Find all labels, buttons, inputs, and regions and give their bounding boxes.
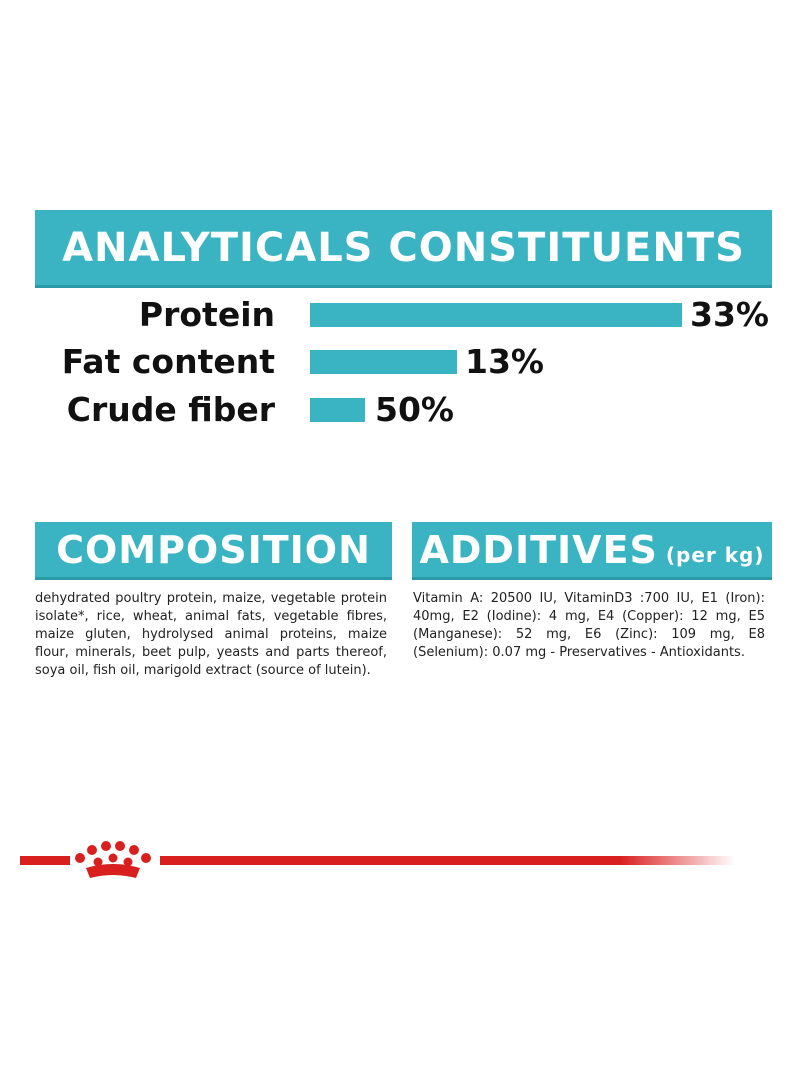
constituent-label: Fat content	[61, 342, 275, 381]
additives-band: ADDITIVES (per kg)	[412, 522, 772, 580]
constituent-value: 33%	[690, 295, 769, 334]
constituent-bar	[310, 303, 682, 327]
crown	[75, 841, 151, 878]
composition-text: dehydrated poultry protein, maize, veget…	[35, 591, 387, 678]
header-title: ANALYTICALS CONSTITUENTS	[62, 224, 745, 271]
logo-line	[160, 856, 735, 865]
composition-title: COMPOSITION	[56, 527, 371, 572]
additives-title: ADDITIVES	[419, 527, 658, 572]
additives-unit: (per kg)	[665, 542, 765, 567]
constituent-bar	[310, 350, 457, 374]
composition-band: COMPOSITION	[35, 522, 392, 580]
logo	[20, 841, 735, 878]
constituent-bar	[310, 398, 365, 422]
constituent-label: Crude fiber	[66, 390, 275, 429]
additives-text: Vitamin A: 20500 IU, VitaminD3 :700 IU, …	[413, 591, 765, 660]
constituent-value: 13%	[465, 342, 544, 381]
header-band: ANALYTICALS CONSTITUENTS	[35, 210, 772, 288]
logo-line	[20, 856, 70, 865]
constituent-value: 50%	[375, 390, 454, 429]
constituent-label: Protein	[138, 295, 275, 334]
